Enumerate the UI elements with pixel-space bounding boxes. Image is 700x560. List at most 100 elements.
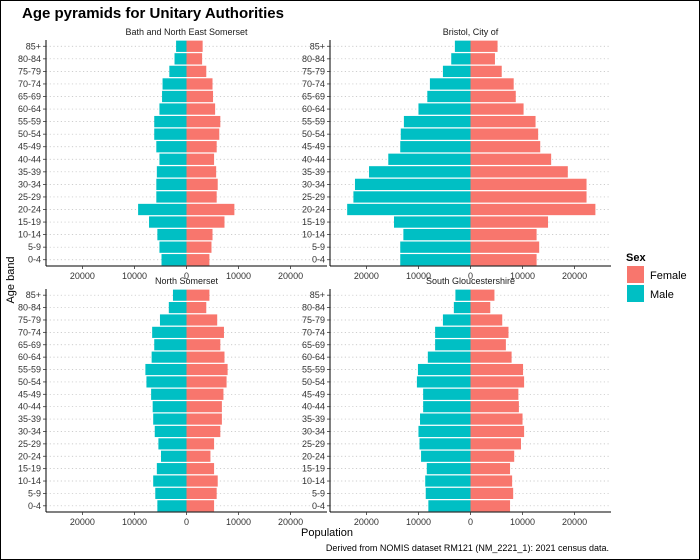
bar-male-0-4 — [400, 254, 471, 266]
y-tick-label: 60-64 — [18, 104, 41, 114]
bar-male-80-84 — [168, 302, 187, 314]
x-axis-label: Population — [301, 527, 353, 539]
x-tick-label: 10000 — [226, 271, 251, 281]
bar-male-35-39 — [420, 413, 471, 425]
y-tick-label: 80-84 — [18, 303, 41, 313]
bar-female-15-19 — [186, 463, 215, 475]
y-tick-label: 50-54 — [302, 129, 325, 139]
bar-male-15-19 — [426, 463, 471, 475]
bar-female-50-54 — [470, 128, 539, 140]
bar-female-70-74 — [186, 78, 213, 90]
bar-male-10-14 — [403, 228, 471, 241]
bar-female-35-39 — [186, 166, 217, 178]
bar-female-55-59 — [186, 363, 228, 376]
bar-female-75-79 — [186, 65, 207, 78]
bar-male-75-79 — [442, 314, 471, 326]
bar-female-20-24 — [470, 450, 515, 462]
y-tick-label: 30-34 — [18, 179, 41, 189]
bar-male-65-69 — [154, 339, 187, 351]
x-tick-label: 20000 — [70, 271, 95, 281]
y-tick-label: 45-49 — [302, 142, 325, 152]
bar-male-0-4 — [157, 500, 187, 512]
y-tick-label: 75-79 — [18, 66, 41, 76]
x-tick-label: 10000 — [510, 517, 535, 527]
bar-female-70-74 — [470, 78, 514, 90]
y-tick-label: 0-4 — [28, 255, 41, 265]
bar-male-15-19 — [149, 216, 187, 228]
x-tick-label: 0 — [468, 517, 473, 527]
x-tick-label: 10000 — [226, 517, 251, 527]
bar-male-70-74 — [152, 326, 187, 338]
y-tick-label: 10-14 — [18, 230, 41, 240]
bar-female-15-19 — [186, 216, 225, 228]
bar-male-55-59 — [145, 363, 187, 376]
bar-male-30-34 — [156, 178, 187, 191]
bar-female-35-39 — [186, 413, 222, 425]
bar-male-55-59 — [417, 363, 471, 376]
x-tick-label: 10000 — [406, 271, 431, 281]
bar-male-50-54 — [146, 376, 187, 388]
bar-female-45-49 — [470, 141, 541, 153]
x-tick-label: 0 — [184, 517, 189, 527]
y-tick-label: 25-29 — [302, 439, 325, 449]
bar-male-60-64 — [151, 351, 187, 363]
y-tick-label: 0-4 — [312, 255, 325, 265]
bar-male-25-29 — [353, 191, 471, 203]
y-tick-label: 30-34 — [302, 426, 325, 436]
panel-bristol-city-of: Bristol, City of 0-4 5-9 10-14 15-19 20-24 25-… — [302, 27, 611, 281]
bar-female-45-49 — [186, 388, 224, 400]
bar-male-40-44 — [423, 401, 471, 413]
bar-female-30-34 — [186, 178, 218, 191]
bar-female-70-74 — [470, 326, 509, 338]
y-tick-label: 70-74 — [302, 79, 325, 89]
bar-male-45-49 — [423, 388, 471, 400]
bar-female-85+ — [470, 40, 498, 52]
bar-female-85+ — [470, 289, 495, 301]
bar-male-20-24 — [421, 450, 471, 462]
x-tick-label: 10000 — [122, 271, 147, 281]
bar-male-5-9 — [159, 241, 187, 253]
bar-female-80-84 — [186, 53, 203, 65]
bar-female-65-69 — [470, 339, 506, 351]
legend-label-female: Female — [650, 270, 687, 282]
y-tick-label: 75-79 — [302, 66, 325, 76]
bar-male-60-64 — [427, 351, 471, 363]
bar-female-50-54 — [186, 376, 227, 388]
facet-title: South Gloucestershire — [426, 276, 515, 286]
bar-male-50-54 — [416, 376, 471, 388]
bar-female-25-29 — [470, 438, 521, 450]
y-tick-label: 50-54 — [18, 129, 41, 139]
bar-female-5-9 — [470, 487, 514, 499]
facet-title: Bath and North East Somerset — [125, 27, 248, 37]
bar-female-40-44 — [470, 401, 519, 413]
bar-male-55-59 — [154, 115, 187, 128]
legend: Sex Female Male — [626, 252, 687, 302]
bar-female-30-34 — [470, 178, 587, 191]
x-tick-label: 20000 — [70, 517, 95, 527]
x-tick-label: 20000 — [354, 271, 379, 281]
bar-male-10-14 — [425, 475, 471, 487]
bar-male-30-34 — [154, 425, 187, 438]
bar-female-25-29 — [186, 438, 215, 450]
bar-male-45-49 — [156, 141, 187, 153]
bar-male-85+ — [176, 40, 187, 52]
bar-male-15-19 — [394, 216, 471, 228]
bar-male-55-59 — [403, 115, 471, 128]
bar-male-65-69 — [435, 339, 471, 351]
y-tick-label: 20-24 — [18, 205, 41, 215]
y-tick-label: 65-69 — [302, 92, 325, 102]
x-tick-label: 0 — [184, 271, 189, 281]
bar-male-85+ — [455, 289, 471, 301]
bar-male-20-24 — [347, 203, 471, 216]
bar-male-45-49 — [151, 388, 187, 400]
bar-female-5-9 — [186, 241, 212, 253]
bar-female-60-64 — [470, 103, 524, 115]
bar-male-15-19 — [156, 463, 187, 475]
bar-male-20-24 — [161, 450, 187, 462]
y-tick-label: 55-59 — [302, 117, 325, 127]
y-tick-label: 45-49 — [18, 389, 41, 399]
y-tick-label: 80-84 — [302, 303, 325, 313]
x-tick-label: 20000 — [278, 271, 303, 281]
bar-male-35-39 — [369, 166, 471, 178]
